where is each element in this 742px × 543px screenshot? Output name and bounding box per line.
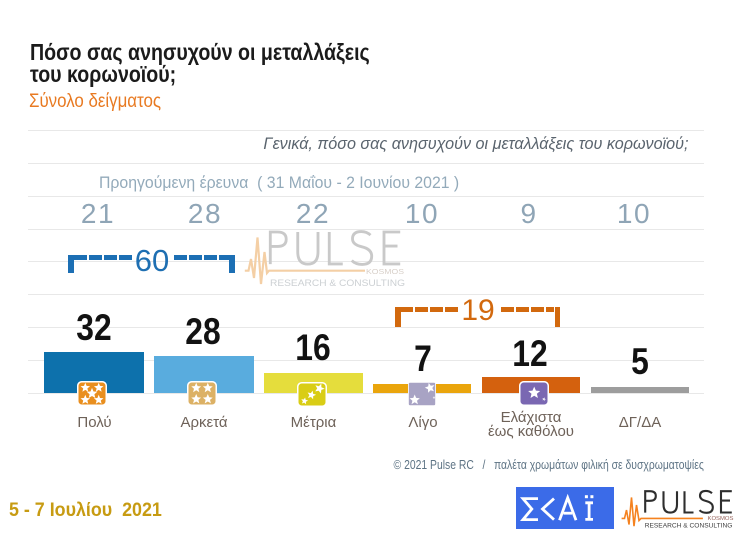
svg-text:RESEARCH & CONSULTING: RESEARCH & CONSULTING	[645, 522, 733, 529]
svg-text:RESEARCH & CONSULTING: RESEARCH & CONSULTING	[270, 278, 405, 288]
svg-text:KOSMOS: KOSMOS	[366, 269, 404, 276]
svg-text:KOSMOS: KOSMOS	[708, 516, 734, 522]
